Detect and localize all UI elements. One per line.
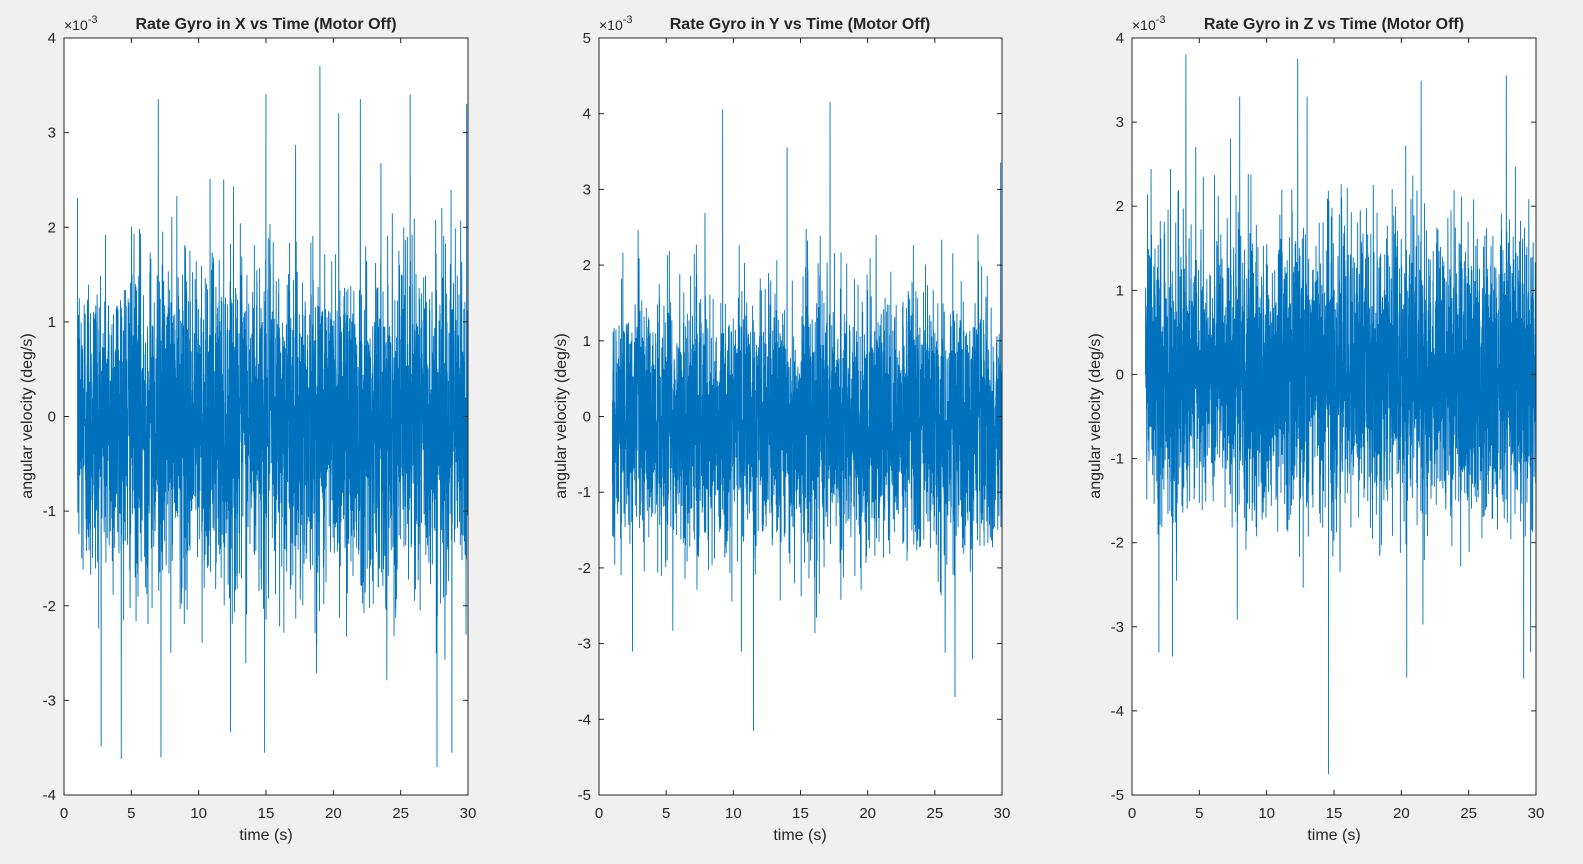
ticks-layer: 0 5 10 15 20 25 30 -5 -4 -3 -2 -1 0 1 2 3 4 5 bbox=[578, 30, 1011, 822]
x-tick-label: 15 bbox=[258, 805, 275, 822]
chart-title: Rate Gyro in X vs Time (Motor Off) bbox=[135, 16, 396, 33]
y-tick-label: 0 bbox=[48, 409, 56, 426]
y-exponent-label: ×10-3 bbox=[64, 14, 98, 33]
y-axis-label: angular velocity (deg/s) bbox=[19, 333, 36, 498]
ticks-layer: 0 5 10 15 20 25 30 -5 -4 -3 -2 -1 0 1 2 3 4 bbox=[1111, 30, 1545, 822]
y-tick-label: -2 bbox=[1111, 535, 1124, 552]
y-tick-label: 2 bbox=[1116, 198, 1124, 215]
y-tick-label: -4 bbox=[1111, 703, 1124, 720]
series-layer bbox=[611, 101, 1003, 732]
chart-title: Rate Gyro in Z vs Time (Motor Off) bbox=[1204, 16, 1464, 33]
y-exponent-label: ×10-3 bbox=[599, 14, 633, 33]
y-exponent-label: ×10-3 bbox=[1132, 14, 1166, 33]
chart-title: Rate Gyro in Y vs Time (Motor Off) bbox=[670, 16, 931, 33]
y-tick-label: 4 bbox=[48, 30, 56, 47]
y-tick-label: 0 bbox=[583, 409, 591, 426]
series-layer bbox=[1145, 54, 1537, 775]
y-tick-label: 5 bbox=[583, 30, 591, 47]
x-axis-label: time (s) bbox=[1307, 827, 1360, 844]
y-tick-label: -5 bbox=[578, 787, 591, 804]
y-tick-label: -1 bbox=[578, 484, 591, 501]
y-tick-label: -3 bbox=[43, 692, 56, 709]
series-line bbox=[1145, 54, 1537, 775]
x-tick-label: 20 bbox=[1393, 805, 1410, 822]
x-axis-label: time (s) bbox=[239, 827, 292, 844]
y-tick-label: -1 bbox=[43, 503, 56, 520]
x-tick-label: 0 bbox=[60, 805, 68, 822]
y-tick-label: -2 bbox=[578, 560, 591, 577]
y-tick-label: 2 bbox=[583, 257, 591, 274]
y-exponent-base: ×10 bbox=[1132, 17, 1156, 33]
y-axis-label: angular velocity (deg/s) bbox=[553, 333, 570, 498]
x-tick-label: 10 bbox=[190, 805, 207, 822]
x-tick-label: 30 bbox=[460, 805, 477, 822]
x-tick-label: 30 bbox=[994, 805, 1011, 822]
y-tick-label: 1 bbox=[1116, 282, 1124, 299]
y-tick-label: 3 bbox=[1116, 114, 1124, 131]
x-tick-label: 5 bbox=[1195, 805, 1203, 822]
x-tick-label: 0 bbox=[1128, 805, 1136, 822]
y-tick-label: -4 bbox=[578, 711, 591, 728]
y-tick-label: 1 bbox=[48, 314, 56, 331]
y-exponent-power: -3 bbox=[1156, 14, 1166, 26]
x-axis-label: time (s) bbox=[773, 827, 826, 844]
y-exponent-base: ×10 bbox=[599, 17, 623, 33]
y-tick-label: 1 bbox=[583, 333, 591, 350]
y-exponent-power: -3 bbox=[88, 14, 98, 26]
x-tick-label: 15 bbox=[792, 805, 809, 822]
series-line bbox=[611, 101, 1003, 732]
x-tick-label: 0 bbox=[595, 805, 603, 822]
y-exponent-base: ×10 bbox=[64, 17, 88, 33]
y-tick-label: -1 bbox=[1111, 451, 1124, 468]
x-tick-label: 5 bbox=[662, 805, 670, 822]
series-layer bbox=[77, 65, 469, 768]
x-tick-label: 5 bbox=[127, 805, 135, 822]
x-tick-label: 10 bbox=[1258, 805, 1275, 822]
y-tick-label: 3 bbox=[583, 181, 591, 198]
y-tick-label: 2 bbox=[48, 219, 56, 236]
x-tick-label: 30 bbox=[1528, 805, 1545, 822]
x-tick-label: 20 bbox=[859, 805, 876, 822]
y-tick-label: -3 bbox=[1111, 619, 1124, 636]
y-tick-label: 4 bbox=[583, 106, 591, 123]
y-exponent-power: -3 bbox=[623, 14, 633, 26]
x-tick-label: 15 bbox=[1326, 805, 1343, 822]
x-tick-label: 20 bbox=[325, 805, 342, 822]
y-tick-label: -5 bbox=[1111, 787, 1124, 804]
ticks-layer: 0 5 10 15 20 25 30 -4 -3 -2 -1 0 1 2 3 4 bbox=[43, 30, 477, 822]
y-tick-label: -3 bbox=[578, 636, 591, 653]
y-tick-label: 4 bbox=[1116, 30, 1124, 47]
x-tick-label: 10 bbox=[725, 805, 742, 822]
x-tick-label: 25 bbox=[392, 805, 409, 822]
subplot-y: 0 5 10 15 20 25 30 -5 -4 -3 -2 -1 0 1 2 3 4 5 Rate Gyro i… bbox=[553, 14, 1010, 844]
subplot-x: 0 5 10 15 20 25 30 -4 -3 -2 -1 0 1 2 3 4 Rate Gyro in X… bbox=[19, 14, 476, 844]
y-tick-label: 0 bbox=[1116, 366, 1124, 383]
x-tick-label: 25 bbox=[926, 805, 943, 822]
y-tick-label: 3 bbox=[48, 125, 56, 142]
x-tick-label: 25 bbox=[1460, 805, 1477, 822]
y-tick-label: -2 bbox=[43, 598, 56, 615]
subplot-z: 0 5 10 15 20 25 30 -5 -4 -3 -2 -1 0 1 2 3 4 Rate Gyro in… bbox=[1087, 14, 1544, 844]
y-axis-label: angular velocity (deg/s) bbox=[1087, 333, 1104, 498]
y-tick-label: -4 bbox=[43, 787, 56, 804]
series-line bbox=[77, 65, 469, 768]
